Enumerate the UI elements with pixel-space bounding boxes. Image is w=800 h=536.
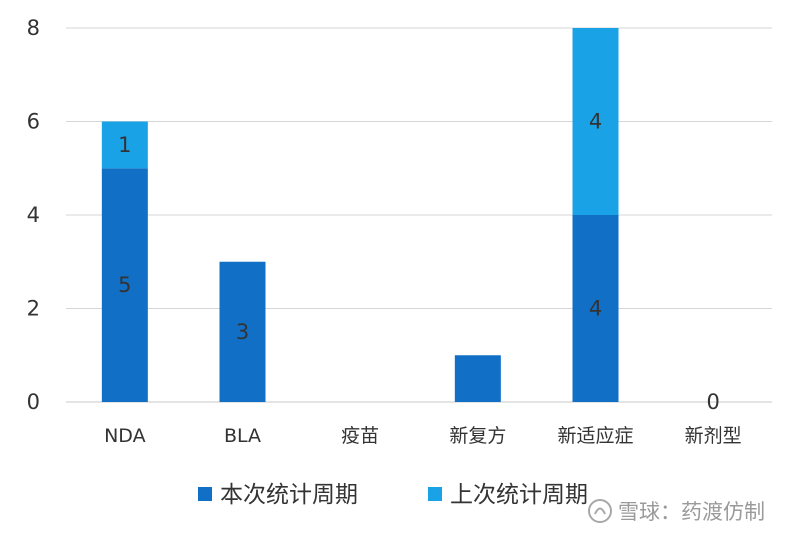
x-tick-label: 新适应症 xyxy=(557,425,633,447)
watermark: 雪球：药渡仿制 xyxy=(588,499,765,524)
x-tick-label: 疫苗 xyxy=(341,425,379,447)
y-tick-label: 0 xyxy=(27,390,40,414)
legend-swatch xyxy=(198,487,212,501)
y-tick-label: 8 xyxy=(27,16,40,40)
bar-previous xyxy=(101,121,148,169)
bar-current xyxy=(454,355,501,402)
x-tick-label: 新复方 xyxy=(449,425,506,447)
watermark-text: 雪球：药渡仿制 xyxy=(618,500,765,524)
data-label: 0 xyxy=(706,390,719,414)
data-label: 4 xyxy=(589,110,602,134)
data-labels: 5 1 3 4 4 0 xyxy=(118,110,720,415)
y-tick-label: 2 xyxy=(27,297,40,321)
x-tick-label: 新剂型 xyxy=(685,425,742,447)
legend: 本次统计周期 上次统计周期 xyxy=(198,482,588,508)
data-label: 3 xyxy=(236,320,249,344)
y-tick-label: 4 xyxy=(27,203,40,227)
legend-label: 本次统计周期 xyxy=(220,482,358,508)
data-label: 1 xyxy=(118,133,131,157)
legend-swatch xyxy=(428,487,442,501)
x-axis: NDA BLA 疫苗 新复方 新适应症 新剂型 xyxy=(104,425,742,447)
bars xyxy=(101,28,619,402)
grid-lines xyxy=(66,27,772,403)
x-tick-label: BLA xyxy=(224,425,261,447)
data-label: 5 xyxy=(118,273,131,297)
bar-current xyxy=(101,168,148,402)
bar-current xyxy=(219,261,266,402)
snowball-logo-icon xyxy=(588,499,612,523)
y-tick-label: 6 xyxy=(27,110,40,134)
data-label: 4 xyxy=(589,297,602,321)
x-tick-label: NDA xyxy=(104,425,146,447)
bar-current xyxy=(572,215,619,402)
y-axis: 0 2 4 6 8 xyxy=(27,16,40,414)
legend-label: 上次统计周期 xyxy=(450,482,588,508)
bar-previous xyxy=(572,28,619,215)
